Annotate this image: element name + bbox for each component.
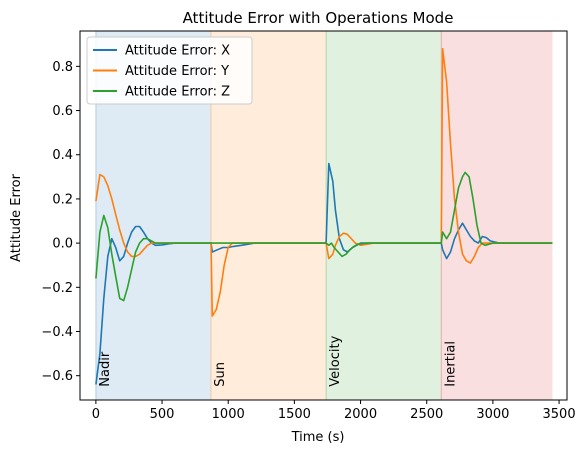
x-axis-label: Time (s) [291, 430, 345, 445]
mode-labels: Nadir Sun Velocity Inertial [98, 335, 458, 386]
x-tick-label: 500 [150, 407, 175, 422]
series-line-1 [95, 47, 553, 317]
y-tick-label: −0.4 [41, 325, 73, 340]
x-tick-label: 1000 [212, 407, 245, 422]
legend-label-2: Attitude Error: Z [125, 85, 230, 100]
series-lines [95, 47, 553, 385]
y-tick-label: −0.6 [41, 369, 73, 384]
series-line-2 [95, 171, 553, 302]
chart-title: Attitude Error with Operations Mode [183, 9, 454, 27]
y-tick-label: 0.4 [52, 148, 73, 163]
x-tick-label: 1500 [278, 407, 311, 422]
x-tick-label: 2500 [410, 407, 443, 422]
y-axis: −0.6 −0.4 −0.2 0.0 0.2 0.4 0.6 0.8 [41, 60, 80, 384]
region-inertial [441, 31, 553, 400]
legend: Attitude Error: X Attitude Error: Y Attitu… [86, 36, 253, 105]
y-tick-label: −0.2 [41, 281, 73, 296]
y-tick-label: 0.6 [52, 104, 73, 119]
x-tick-label: 3500 [543, 407, 576, 422]
mode-label-inertial: Inertial [443, 341, 458, 387]
x-tick-label: 0 [92, 407, 100, 422]
mode-label-sun: Sun [213, 362, 228, 387]
plot-frame [79, 30, 568, 401]
series-line-0 [95, 162, 553, 385]
x-tick-label: 2000 [344, 407, 377, 422]
x-axis: 0 500 1000 1500 2000 2500 3000 3500 [92, 400, 576, 422]
y-tick-label: 0.0 [52, 237, 73, 252]
x-tick-label: 3000 [476, 407, 509, 422]
legend-box [86, 36, 253, 105]
legend-label-0: Attitude Error: X [125, 44, 230, 59]
region-velocity [326, 31, 442, 400]
y-tick-label: 0.2 [52, 192, 73, 207]
y-tick-label: 0.8 [52, 60, 73, 75]
legend-label-1: Attitude Error: Y [125, 64, 229, 79]
mode-label-nadir: Nadir [98, 351, 113, 387]
mode-label-velocity: Velocity [328, 335, 343, 386]
y-axis-label: Attitude Error [9, 173, 24, 262]
